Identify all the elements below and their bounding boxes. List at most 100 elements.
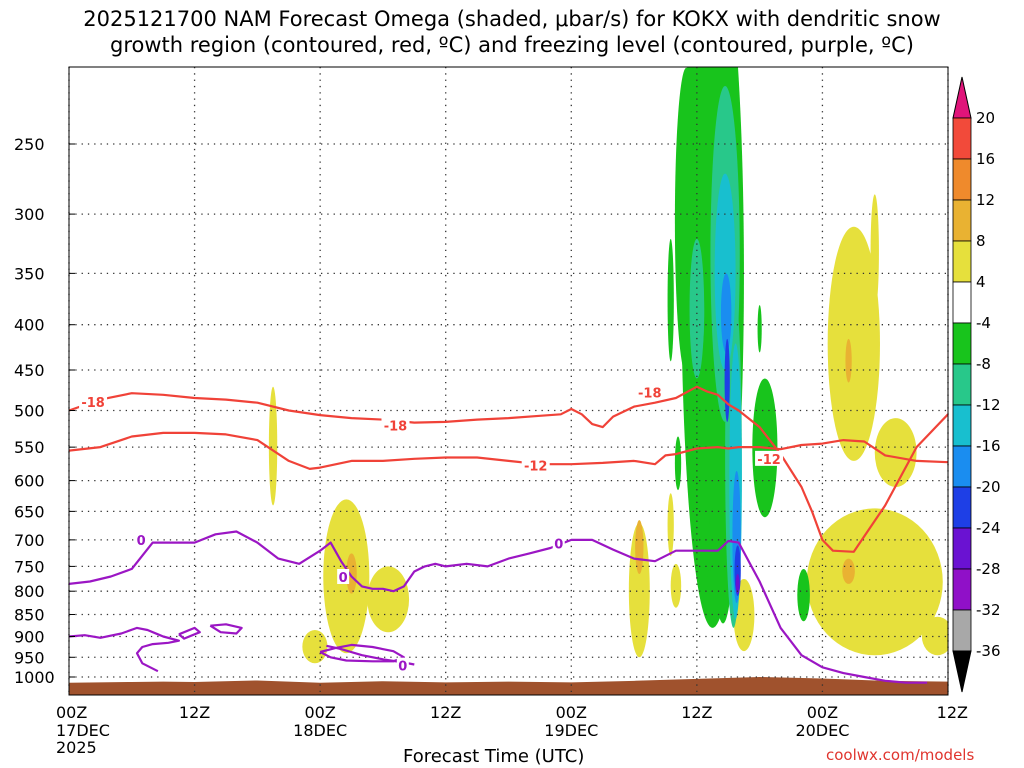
x-axis-title: Forecast Time (UTC) xyxy=(403,746,585,767)
chart-title-line-1: 2025121700 NAM Forecast Omega (shaded, μ… xyxy=(83,7,941,31)
colorbar-label-7: -12 xyxy=(976,396,1001,414)
x-tick-label-6: 00Z xyxy=(807,703,838,722)
omega-region-35 xyxy=(720,273,732,353)
y-axis: 250 300 350 400 450 500 550 600 650 700 750 800 850 9… xyxy=(14,135,75,687)
y-tick-label-600: 600 xyxy=(14,472,45,491)
freezing-contour-2 xyxy=(69,530,928,684)
omega-region-0 xyxy=(268,386,278,506)
omega-region-5 xyxy=(628,523,650,658)
omega-region-26 xyxy=(709,508,716,559)
terrain xyxy=(69,677,948,695)
colorbar-swatch-0 xyxy=(952,117,972,160)
omega-region-25 xyxy=(674,436,682,491)
y-tick-label-450: 450 xyxy=(14,361,45,380)
omega-region-12 xyxy=(870,194,879,311)
x-tick-label-7: 12Z xyxy=(937,703,968,722)
y-tick-label-400: 400 xyxy=(14,316,45,335)
colorbar-swatch-3 xyxy=(952,240,972,283)
y-tick-label-700: 700 xyxy=(14,531,45,550)
y-tick-label-1000: 1000 xyxy=(14,668,55,687)
colorbar-label-10: -24 xyxy=(976,519,1001,537)
contour-label-bg-0-0 xyxy=(79,393,108,409)
contour-label-bg-2-0 xyxy=(135,531,148,547)
freezing-contour-7 xyxy=(209,623,243,635)
colorbar-swatch-11 xyxy=(952,568,972,611)
contour-label-4-0: 0 xyxy=(398,660,407,675)
omega-region-14 xyxy=(806,508,943,656)
y-tick-label-850: 850 xyxy=(14,606,45,625)
x-tick-sublabel-0-0: 17DEC xyxy=(56,721,110,740)
contour-label-bg-1-1 xyxy=(755,450,784,466)
y-tick-label-950: 950 xyxy=(14,648,45,667)
x-tick-label-5: 12Z xyxy=(681,703,712,722)
contour-label-bg-1-0 xyxy=(521,457,550,473)
omega-region-19 xyxy=(667,238,674,362)
colorbar-label-9: -20 xyxy=(976,478,1001,496)
colorbar-label-11: -28 xyxy=(976,560,1001,578)
credit-link[interactable]: coolwx.com/models xyxy=(826,746,975,764)
y-tick-label-250: 250 xyxy=(14,135,45,154)
contour-label-bg-2-1 xyxy=(337,569,350,585)
freezing-contour-3 xyxy=(319,643,405,663)
contour-label-bg-0-1 xyxy=(381,417,410,433)
omega-region-13 xyxy=(874,418,917,487)
colorbar-label-4: 4 xyxy=(976,273,986,291)
contour-label-bg-0-2 xyxy=(635,384,664,400)
contour-lines: -18 -18 -18 -12 -12 0 0 0 0 xyxy=(69,384,948,684)
colorbar-swatch-4 xyxy=(952,281,972,324)
dgz-contour-0 xyxy=(69,385,948,553)
chart-title-line-2: growth region (contoured, red, ºC) and f… xyxy=(110,33,914,57)
omega-region-24 xyxy=(757,304,762,353)
chart-title: 2025121700 NAM Forecast Omega (shaded, μ… xyxy=(0,6,1024,58)
colorbar-label-1: 16 xyxy=(976,150,995,168)
colorbar-swatch-7 xyxy=(952,404,972,447)
plot-frame xyxy=(68,66,949,696)
y-tick-label-350: 350 xyxy=(14,264,45,283)
contour-label-bg-2-2 xyxy=(552,535,565,551)
omega-region-8 xyxy=(670,563,682,608)
colorbar-bottom-triangle xyxy=(952,650,972,693)
colorbar-top-triangle xyxy=(952,76,972,119)
dgz-contour-1 xyxy=(69,431,948,470)
contour-label-2-0: 0 xyxy=(137,534,146,549)
colorbar-swatch-9 xyxy=(952,486,972,529)
y-tick-label-800: 800 xyxy=(14,582,45,601)
y-tick-label-550: 550 xyxy=(14,438,45,457)
colorbar-swatch-10 xyxy=(952,527,972,570)
colorbar-swatch-5 xyxy=(952,322,972,365)
x-tick-label-1: 12Z xyxy=(179,703,210,722)
freezing-contour-5 xyxy=(69,626,180,673)
colorbar-swatch-8 xyxy=(952,445,972,488)
x-tick-label-4: 00Z xyxy=(556,703,587,722)
y-tick-label-900: 900 xyxy=(14,627,45,646)
colorbar-swatch-2 xyxy=(952,199,972,242)
colorbar-swatch-12 xyxy=(952,609,972,652)
omega-shading xyxy=(268,67,948,664)
y-tick-label-500: 500 xyxy=(14,402,45,421)
colorbar-label-5: -4 xyxy=(976,314,991,332)
colorbar-label-3: 8 xyxy=(976,232,986,250)
omega-region-7 xyxy=(667,493,674,557)
omega-region-28 xyxy=(797,568,810,622)
colorbar-label-0: 20 xyxy=(976,109,995,127)
x-tick-sublabel-6-0: 20DEC xyxy=(795,721,849,740)
contour-label-2-1: 0 xyxy=(339,571,348,586)
colorbar-label-6: -8 xyxy=(976,355,991,373)
omega-region-11 xyxy=(827,226,880,461)
omega-region-18 xyxy=(921,616,948,656)
omega-region-37 xyxy=(724,338,730,422)
contour-label-bg-4-0 xyxy=(396,657,409,673)
colorbar-swatch-1 xyxy=(952,158,972,201)
contour-label-1-0: -12 xyxy=(524,460,548,475)
x-tick-sublabel-2-0: 18DEC xyxy=(293,721,347,740)
colorbar-label-12: -32 xyxy=(976,601,1001,619)
colorbar-swatch-6 xyxy=(952,363,972,406)
x-tick-label-0: 00Z xyxy=(56,703,87,722)
x-tick-sublabel-4-0: 19DEC xyxy=(544,721,598,740)
colorbar-label-8: -16 xyxy=(976,437,1001,455)
omega-region-15 xyxy=(845,338,852,383)
contour-label-1-1: -12 xyxy=(757,453,781,468)
contour-label-2-2: 0 xyxy=(554,538,563,553)
